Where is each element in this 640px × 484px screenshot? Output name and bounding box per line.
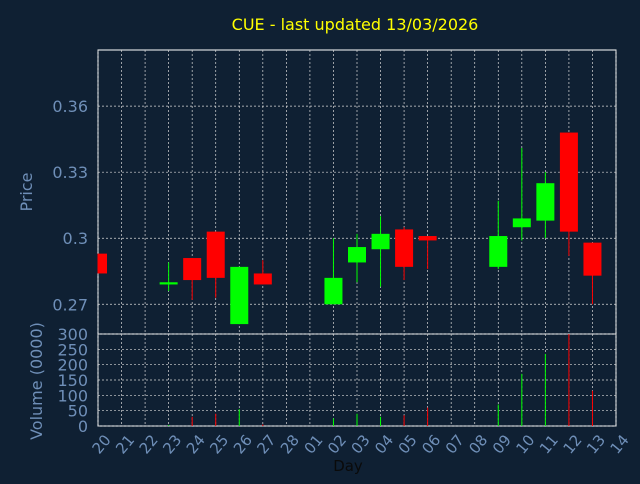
candle-body xyxy=(418,236,437,241)
volume-bars xyxy=(168,334,593,426)
candle-body xyxy=(183,258,202,281)
candle-body xyxy=(253,273,272,285)
candle-body xyxy=(159,282,178,285)
volume-tick-label: 300 xyxy=(57,325,88,344)
candle-body xyxy=(324,277,343,305)
price-tick-label: 0.27 xyxy=(52,295,88,314)
volume-tick-label: 200 xyxy=(57,356,88,375)
candle-body xyxy=(230,266,249,325)
candle-body xyxy=(348,247,366,263)
price-tick-label: 0.36 xyxy=(52,97,88,116)
price-tick-label: 0.33 xyxy=(52,163,88,182)
volume-axis-label: Volume (0000) xyxy=(27,322,46,440)
candles xyxy=(97,132,602,325)
price-tick-label: 0.3 xyxy=(63,229,88,248)
candle-body xyxy=(512,218,531,228)
candle-body xyxy=(371,233,390,250)
candle-body xyxy=(559,132,578,232)
volume-tick-label: 50 xyxy=(68,402,88,421)
x-axis-label: Day xyxy=(333,457,363,475)
volume-tick-label: 150 xyxy=(57,371,88,390)
candle-body xyxy=(206,231,225,278)
x-axis: 2021222324252627280102030405060708091011… xyxy=(89,431,633,457)
chart-title: CUE - last updated 13/03/2026 xyxy=(232,15,479,34)
candle-body xyxy=(536,183,555,221)
price-axis-label: Price xyxy=(17,172,36,211)
candle-body xyxy=(395,229,414,267)
volume-tick-label: 100 xyxy=(57,386,88,405)
price-y-axis: 0.27 0.3 0.33 0.36 xyxy=(52,97,88,314)
candle-body xyxy=(489,236,508,267)
candle-body xyxy=(98,253,107,274)
volume-tick-label: 0 xyxy=(78,417,88,436)
volume-tick-label: 250 xyxy=(57,340,88,359)
candle-body xyxy=(583,242,602,276)
